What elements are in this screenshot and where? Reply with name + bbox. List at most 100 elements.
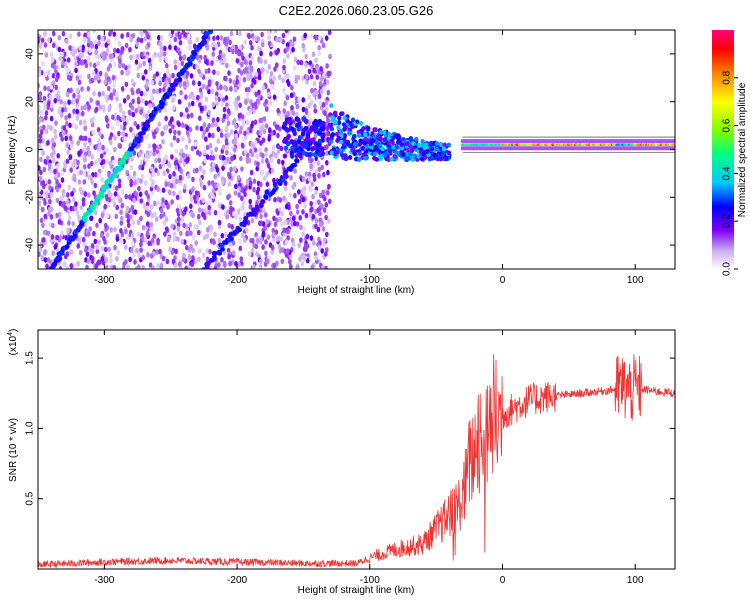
- spectral-cell: [311, 213, 316, 220]
- spectral-cell: [88, 61, 93, 68]
- spectral-cell: [323, 110, 327, 117]
- spectral-cell: [325, 63, 329, 69]
- spectral-cell: [262, 116, 267, 122]
- spectral-cell: [387, 132, 392, 137]
- spectral-cell: [255, 189, 260, 196]
- spectral-cell: [310, 146, 315, 152]
- spectral-cell: [117, 178, 122, 184]
- spectral-cell: [249, 127, 253, 134]
- spectral-cell: [216, 35, 220, 41]
- spectral-cell: [130, 247, 134, 254]
- spectral-cell: [62, 261, 67, 267]
- spectral-cell: [72, 196, 76, 203]
- spectral-cell: [168, 44, 172, 51]
- spectral-cell: [332, 118, 337, 124]
- spectral-cell: [185, 130, 190, 136]
- spectral-cell: [264, 189, 270, 195]
- spectral-cell: [256, 194, 261, 200]
- spectral-cell: [279, 236, 283, 242]
- spectral-cell: [314, 189, 318, 196]
- spectral-cell: [172, 105, 176, 111]
- spectral-cell: [248, 148, 253, 154]
- spectral-cell: [173, 64, 178, 71]
- spectral-cell: [302, 190, 306, 197]
- spectral-cell: [173, 160, 178, 166]
- spectral-cell: [244, 99, 248, 105]
- spectral-cell: [180, 238, 184, 245]
- spectral-cell: [108, 252, 113, 258]
- spectral-cell: [129, 54, 133, 61]
- spectral-cell: [87, 137, 92, 143]
- spectral-cell: [105, 158, 110, 164]
- spectral-cell: [251, 77, 256, 83]
- spectral-cell: [73, 176, 77, 183]
- spectral-cell: [118, 165, 124, 171]
- spectral-cell: [222, 53, 226, 59]
- spectral-cell: [399, 145, 405, 151]
- spectral-cell: [290, 92, 294, 99]
- spectral-cell: [184, 94, 188, 100]
- spectral-cell: [106, 66, 111, 72]
- spectral-cell: [291, 46, 295, 53]
- spectral-cell: [97, 91, 102, 97]
- spectral-cell: [175, 207, 180, 214]
- spectral-cell: [272, 215, 276, 222]
- spectral-cell: [105, 47, 110, 53]
- spectral-cell: [316, 160, 321, 166]
- spectral-cell: [77, 150, 81, 157]
- spectral-cell: [187, 254, 192, 261]
- spectral-cell: [324, 35, 329, 41]
- spectral-cell: [96, 100, 100, 106]
- spectral-cell: [145, 113, 149, 120]
- spectral-cell: [239, 51, 244, 58]
- spectral-cell: [137, 105, 141, 111]
- spectral-cell: [289, 216, 293, 222]
- snr-exponent-label: (x104): [7, 329, 19, 356]
- spectral-cell: [382, 129, 387, 135]
- spectral-cell: [270, 244, 275, 251]
- spectral-cell: [149, 92, 154, 99]
- spectral-cell: [306, 152, 312, 158]
- spectral-cell: [139, 247, 143, 253]
- spectral-cell: [126, 213, 130, 219]
- spectral-cell: [117, 182, 122, 189]
- spectral-cell: [417, 143, 422, 148]
- spectral-cell: [94, 49, 98, 56]
- spectral-cell: [145, 80, 150, 87]
- spectral-cell: [139, 51, 144, 58]
- spectral-cell: [112, 264, 117, 269]
- spectral-cell: [371, 138, 376, 144]
- spectral-cell: [113, 244, 117, 251]
- spectral-cell: [277, 74, 282, 80]
- spectral-cell: [105, 232, 110, 238]
- spectral-cell: [75, 210, 80, 216]
- spectral-cell: [259, 258, 263, 265]
- spectral-cell: [314, 57, 318, 63]
- spectral-cell: [40, 254, 44, 261]
- spectral-cell: [296, 138, 302, 145]
- spectral-cell: [252, 108, 256, 114]
- spectral-cell: [286, 119, 292, 125]
- spectral-cell: [182, 222, 186, 229]
- spectral-cell: [314, 34, 319, 41]
- spectral-cell: [301, 196, 306, 203]
- spectral-cell: [239, 155, 243, 162]
- spectral-cell: [321, 264, 325, 269]
- spectral-cell: [152, 151, 156, 157]
- spectral-cell: [253, 139, 258, 146]
- spectral-cell: [352, 141, 358, 147]
- spectral-cell: [100, 177, 104, 183]
- spectral-cell: [71, 221, 75, 227]
- spectral-cell: [266, 234, 271, 240]
- spectral-cell: [189, 73, 194, 79]
- spectral-cell: [257, 74, 262, 81]
- spectral-cell: [256, 99, 261, 105]
- spectral-cell: [291, 184, 295, 190]
- spectral-cell: [65, 120, 69, 127]
- spectral-cell: [249, 180, 253, 187]
- spectral-cell: [302, 246, 307, 252]
- spectral-cell: [293, 192, 297, 199]
- spectral-cell: [264, 98, 269, 105]
- y-tick-label: 1.0: [25, 421, 36, 435]
- spectral-cell: [158, 80, 162, 87]
